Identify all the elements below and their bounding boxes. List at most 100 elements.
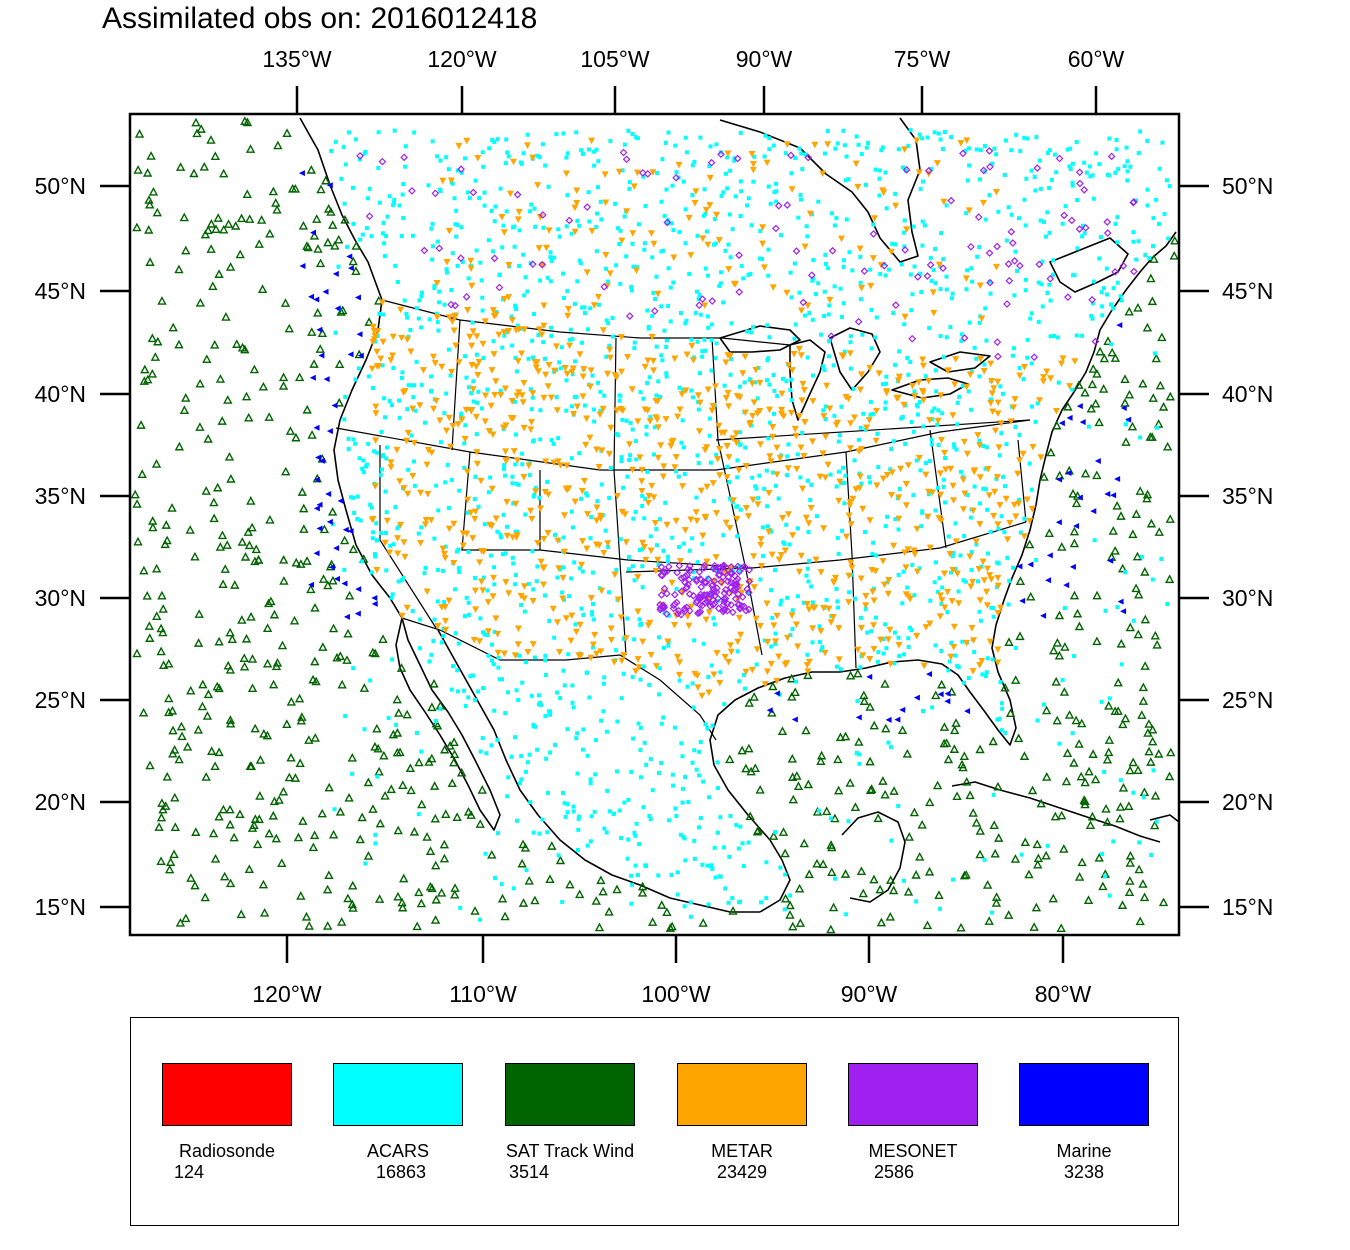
acars-marker <box>817 639 822 644</box>
sat-track-wind-marker <box>268 186 279 196</box>
metar-marker <box>778 390 786 398</box>
acars-marker <box>537 831 542 836</box>
metar-marker <box>781 547 789 554</box>
acars-marker <box>938 287 943 292</box>
sat-track-wind-marker <box>328 220 338 229</box>
sat-track-wind-marker <box>951 718 961 727</box>
acars-marker <box>695 453 700 458</box>
acars-marker <box>362 727 367 732</box>
acars-marker <box>486 653 491 658</box>
legend-swatch <box>677 1063 807 1126</box>
sat-track-wind-marker <box>154 822 164 831</box>
metar-marker <box>615 168 623 176</box>
metar-marker <box>938 436 946 444</box>
acars-marker <box>822 151 827 156</box>
acars-marker <box>1089 313 1094 318</box>
metar-marker <box>822 433 830 441</box>
metar-marker <box>545 361 553 369</box>
sat-track-wind-marker <box>865 756 875 766</box>
sat-track-wind-marker <box>1146 518 1157 528</box>
sat-track-wind-marker <box>1059 844 1069 853</box>
sat-track-wind-marker <box>243 527 253 536</box>
metar-marker <box>436 417 444 424</box>
sat-track-wind-marker <box>220 564 230 573</box>
sat-track-wind-marker <box>153 336 163 346</box>
sat-track-wind-marker <box>449 749 460 759</box>
mesonet-marker <box>696 590 705 599</box>
acars-marker <box>633 863 638 868</box>
sat-track-wind-marker <box>922 920 933 930</box>
acars-marker <box>766 184 771 189</box>
metar-marker <box>416 402 424 409</box>
acars-marker <box>432 286 437 291</box>
metar-marker <box>419 367 427 374</box>
marine-marker <box>944 698 951 705</box>
acars-marker <box>600 513 605 518</box>
acars-marker <box>581 613 586 618</box>
acars-marker <box>659 721 664 726</box>
sat-track-wind-marker <box>1056 923 1066 933</box>
metar-marker <box>767 661 775 668</box>
acars-marker <box>545 790 550 795</box>
metar-marker <box>543 244 551 252</box>
acars-marker <box>342 417 347 422</box>
metar-marker <box>450 327 458 334</box>
acars-marker <box>970 279 975 284</box>
metar-marker <box>654 454 662 462</box>
acars-marker <box>855 699 860 704</box>
acars-marker <box>797 146 802 151</box>
metar-marker <box>756 408 764 415</box>
sat-track-wind-marker <box>321 175 331 185</box>
metar-marker <box>725 454 733 461</box>
acars-marker <box>1139 554 1144 559</box>
acars-marker <box>1003 484 1008 489</box>
acars-marker <box>489 743 494 748</box>
marine-marker <box>316 326 323 333</box>
acars-marker <box>1114 138 1119 143</box>
metar-marker <box>454 421 462 428</box>
acars-marker <box>683 207 688 212</box>
acars-marker <box>393 505 398 510</box>
acars-marker <box>847 250 852 255</box>
sat-track-wind-marker <box>803 670 813 680</box>
mesonet-marker <box>792 247 801 255</box>
sat-track-wind-marker <box>174 441 185 451</box>
acars-marker <box>983 217 988 222</box>
metar-marker <box>913 137 921 144</box>
acars-marker <box>766 247 771 252</box>
sat-track-wind-marker <box>936 679 947 689</box>
sat-track-wind-marker <box>319 524 330 534</box>
metar-marker <box>710 671 718 679</box>
metar-marker <box>519 399 527 406</box>
acars-marker <box>846 819 851 824</box>
acars-marker <box>459 170 464 175</box>
acars-marker <box>1034 135 1039 140</box>
acars-marker <box>1025 355 1030 360</box>
acars-marker <box>464 375 469 380</box>
metar-marker <box>984 465 992 473</box>
sat-track-wind-marker <box>148 186 159 196</box>
acars-marker <box>669 872 674 877</box>
acars-marker <box>961 578 966 583</box>
acars-marker <box>706 325 711 330</box>
metar-marker <box>993 474 1001 481</box>
acars-marker <box>565 727 570 732</box>
acars-marker <box>481 164 486 169</box>
acars-marker <box>526 581 531 586</box>
sat-track-wind-marker <box>1061 776 1072 786</box>
acars-marker <box>793 322 798 327</box>
acars-marker <box>995 560 1000 565</box>
sat-track-wind-marker <box>393 825 403 835</box>
acars-marker <box>658 517 663 522</box>
sat-track-wind-marker <box>145 633 155 642</box>
acars-marker <box>921 424 926 429</box>
metar-marker <box>468 407 476 414</box>
metar-marker <box>830 578 838 586</box>
acars-marker <box>1136 239 1141 244</box>
acars-marker <box>513 582 518 587</box>
acars-marker <box>1022 197 1027 202</box>
acars-marker <box>493 876 498 881</box>
acars-marker <box>737 900 742 905</box>
acars-marker <box>1010 353 1015 358</box>
sat-track-wind-marker <box>1000 682 1010 692</box>
